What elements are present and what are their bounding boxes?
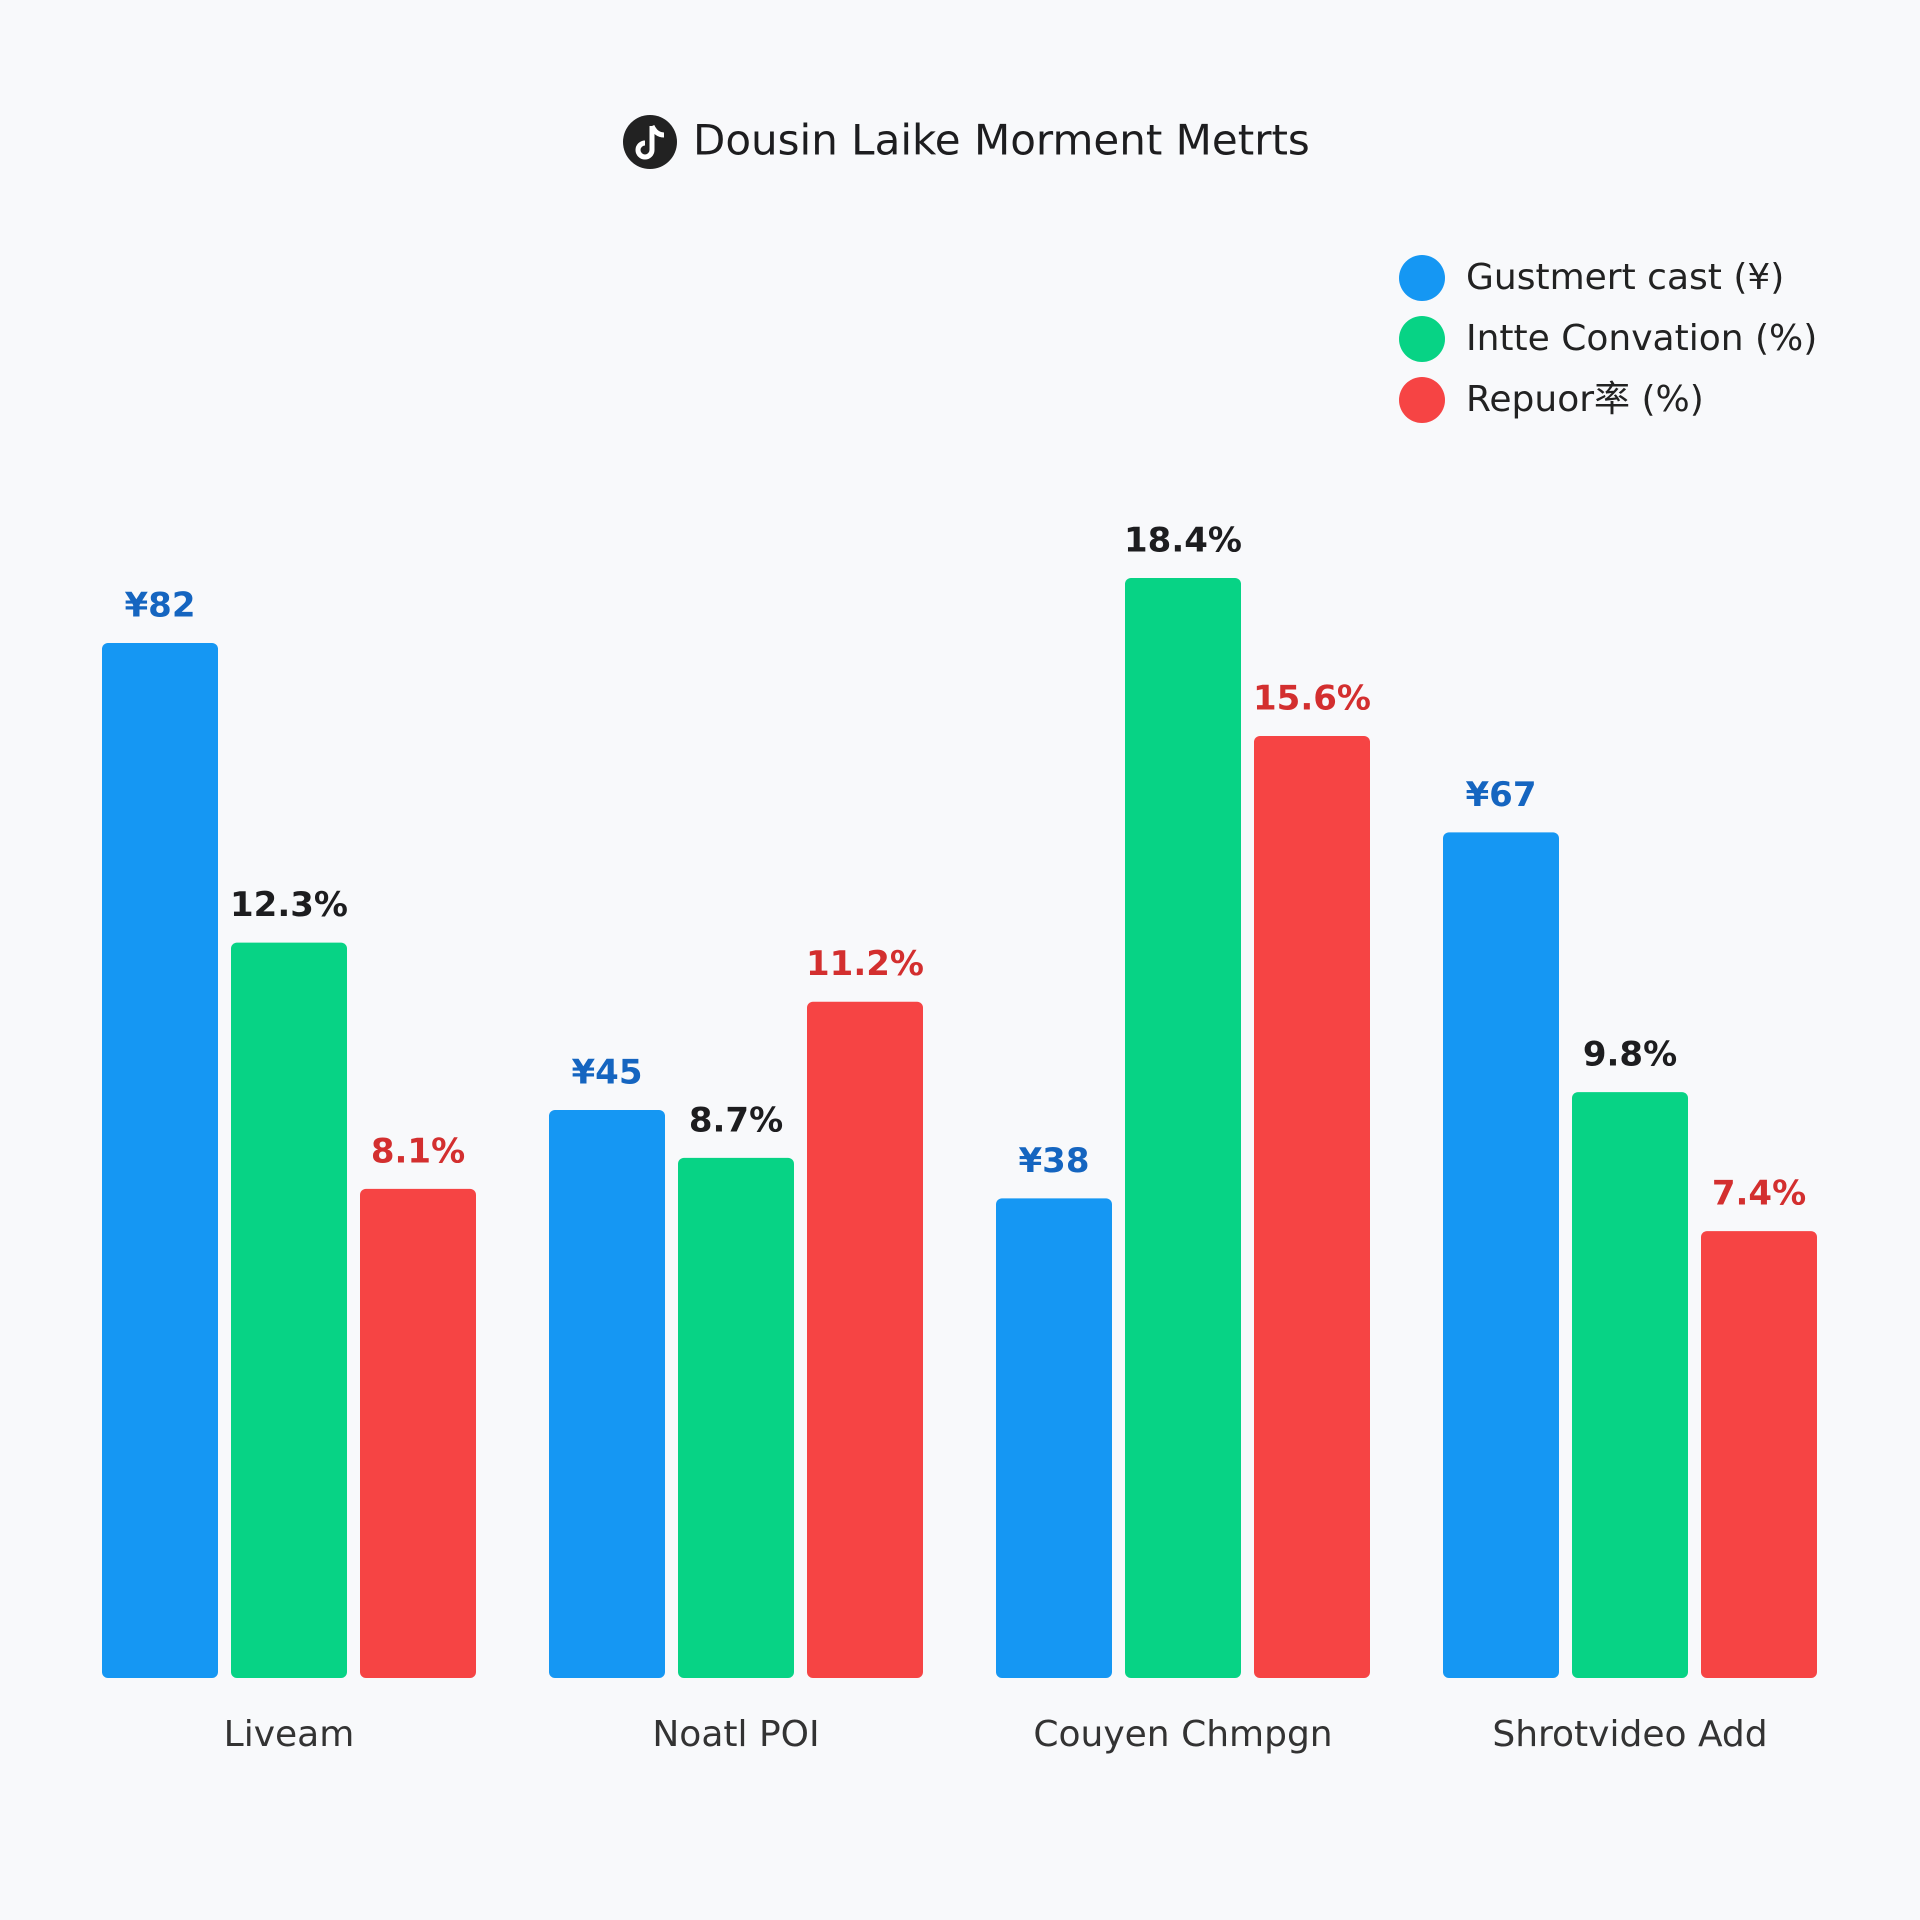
value-label: 8.1% [371, 1131, 465, 1171]
x-tick-label: Shrotvideo Add [1492, 1714, 1767, 1755]
value-label: 8.7% [689, 1100, 783, 1140]
value-label: 11.2% [806, 944, 924, 984]
x-tick-label: Noatl POI [652, 1714, 819, 1755]
bar [1125, 578, 1241, 1678]
value-label: 18.4% [1124, 521, 1242, 561]
bar [102, 643, 218, 1678]
x-tick-label: Liveam [224, 1714, 355, 1755]
value-label: 9.8% [1583, 1035, 1677, 1075]
title-icon [623, 115, 677, 169]
value-label: ¥45 [572, 1053, 643, 1093]
legend-label: Repuor率 (%) [1466, 379, 1704, 420]
legend-label: Gustmert cast (¥) [1466, 257, 1784, 298]
bar [1254, 736, 1370, 1678]
bar [807, 1001, 923, 1678]
value-label: ¥67 [1466, 775, 1537, 815]
value-label: 15.6% [1253, 679, 1371, 719]
bar [996, 1198, 1112, 1678]
value-label: 12.3% [230, 885, 348, 925]
chart-title: Dousin Laike Morment Metrts [693, 116, 1310, 165]
value-label: 7.4% [1712, 1174, 1806, 1214]
bar [678, 1157, 794, 1678]
value-label: ¥82 [125, 586, 196, 626]
bar [1701, 1231, 1817, 1678]
bar [1443, 832, 1559, 1678]
bar [360, 1188, 476, 1678]
bar [231, 942, 347, 1678]
legend-swatch [1399, 316, 1445, 362]
bar [549, 1110, 665, 1678]
legend-swatch [1399, 377, 1445, 423]
x-tick-label: Couyen Chmpgn [1033, 1714, 1332, 1755]
value-label: ¥38 [1019, 1141, 1090, 1181]
legend-label: Intte Convation (%) [1466, 318, 1817, 359]
legend-swatch [1399, 255, 1445, 301]
bar [1572, 1092, 1688, 1678]
